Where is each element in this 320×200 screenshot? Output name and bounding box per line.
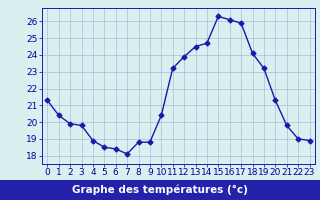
Text: Graphe des températures (°c): Graphe des températures (°c) xyxy=(72,185,248,195)
